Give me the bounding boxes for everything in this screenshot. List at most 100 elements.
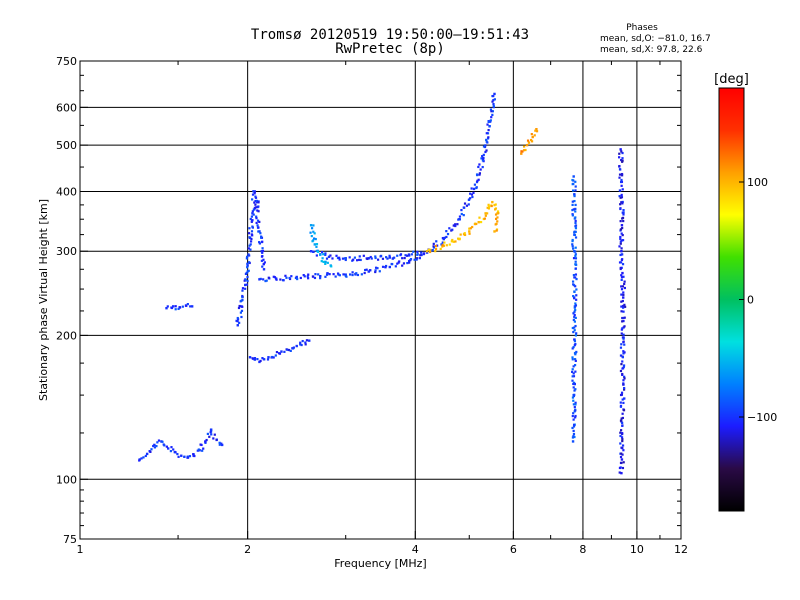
data-point: [454, 224, 457, 228]
data-point: [571, 200, 574, 203]
data-point: [252, 213, 255, 216]
data-point: [575, 277, 578, 281]
data-point: [396, 262, 399, 265]
data-point: [254, 199, 257, 203]
data-point: [246, 255, 249, 258]
data-point: [484, 144, 487, 147]
data-point: [415, 257, 419, 260]
data-point: [574, 253, 577, 256]
data-point: [492, 103, 495, 106]
data-point: [405, 254, 409, 257]
data-point: [621, 421, 624, 425]
data-point: [313, 243, 316, 246]
data-point: [487, 203, 490, 206]
data-point: [574, 359, 577, 362]
data-point: [257, 226, 260, 229]
data-point: [619, 405, 623, 408]
data-point: [144, 454, 147, 458]
data-point: [572, 318, 575, 322]
data-point: [241, 294, 244, 298]
data-point: [482, 153, 485, 156]
data-point: [142, 456, 145, 459]
data-point: [485, 138, 488, 141]
data-point: [241, 305, 244, 308]
data-point: [304, 343, 307, 346]
data-point: [374, 255, 377, 258]
data-point: [573, 329, 576, 332]
data-point: [243, 279, 246, 282]
data-point: [463, 232, 466, 235]
data-point: [571, 440, 575, 443]
data-point: [394, 265, 397, 268]
data-point: [287, 348, 291, 352]
data-point: [390, 262, 393, 266]
data-point: [496, 210, 500, 213]
data-point: [619, 207, 622, 211]
data-point: [262, 258, 265, 261]
data-point: [332, 273, 335, 276]
data-point: [369, 269, 372, 272]
data-point: [324, 262, 327, 265]
data-point: [491, 100, 494, 103]
data-point: [496, 216, 499, 219]
data-point: [574, 414, 577, 418]
data-point: [574, 180, 577, 183]
data-point: [251, 198, 254, 201]
data-point: [574, 250, 577, 253]
data-point: [485, 132, 488, 135]
data-point: [295, 344, 298, 348]
data-point: [388, 265, 392, 269]
x-axis-label: Frequency [MHz]: [334, 557, 426, 570]
data-point: [619, 393, 623, 397]
data-point: [477, 165, 480, 169]
data-point: [241, 299, 244, 302]
colorbar-tick-label: 100: [747, 176, 768, 189]
data-point: [441, 244, 444, 247]
data-point: [489, 108, 493, 111]
data-point: [253, 190, 256, 194]
data-point: [254, 195, 257, 198]
data-point: [273, 276, 277, 279]
data-point: [258, 278, 261, 281]
data-point: [623, 286, 626, 290]
data-point: [571, 189, 575, 192]
data-point: [620, 178, 623, 182]
data-point: [573, 297, 576, 300]
data-point: [272, 275, 275, 278]
data-point: [258, 241, 261, 244]
data-point: [573, 340, 577, 343]
data-point: [467, 198, 470, 201]
data-point: [335, 254, 338, 257]
data-point: [483, 217, 486, 220]
data-point: [313, 237, 316, 240]
data-point: [310, 227, 314, 230]
data-point: [573, 194, 576, 198]
data-point: [575, 288, 578, 291]
data-point: [280, 350, 283, 353]
data-point: [171, 305, 175, 308]
data-point: [620, 452, 623, 455]
colorbar-tick-label: 0: [747, 294, 754, 307]
data-point: [343, 257, 347, 260]
data-point: [623, 280, 626, 283]
data-point: [620, 300, 623, 303]
data-point: [619, 434, 622, 438]
data-point: [619, 148, 622, 151]
trace: [138, 428, 224, 462]
data-point: [573, 193, 576, 196]
data-point: [619, 242, 622, 245]
data-point: [621, 316, 624, 320]
y-tick-label: 300: [56, 245, 77, 258]
data-point: [620, 253, 623, 256]
data-point: [177, 455, 180, 458]
data-point: [358, 258, 361, 261]
data-point: [620, 193, 623, 197]
data-point: [574, 409, 577, 412]
data-point: [621, 226, 624, 230]
x-axis: 1 2 4 6 8 10 12: [77, 61, 688, 556]
data-point: [573, 338, 576, 341]
data-point: [251, 234, 254, 237]
data-point: [622, 275, 625, 278]
data-point: [619, 203, 622, 206]
data-point: [492, 94, 495, 98]
